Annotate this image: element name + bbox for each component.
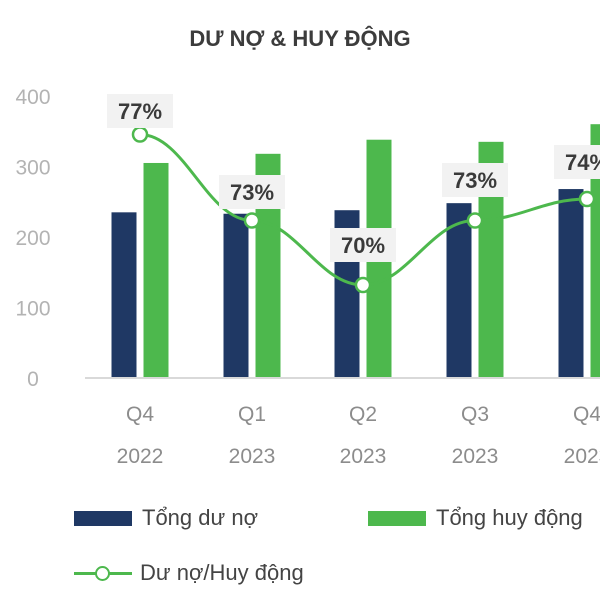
y-tick-label: 0 [27, 368, 39, 391]
y-tick-label: 300 [15, 157, 50, 180]
x-tick-label-year: 2023 [340, 445, 387, 468]
x-tick-label-year: 2023 [564, 445, 600, 468]
ratio-line [139, 133, 588, 287]
data-label: 77% [118, 99, 162, 124]
x-tick-label-year: 2023 [452, 445, 499, 468]
bar-tong-huy-dong [590, 124, 600, 378]
legend-swatch-du-no-huy-dong [74, 563, 132, 583]
ratio-marker [243, 212, 261, 229]
bar-tong-du-no [223, 213, 249, 378]
x-tick-label-quarter: Q3 [461, 403, 489, 426]
y-tick-label: 200 [15, 227, 50, 250]
ratio-marker [466, 212, 484, 229]
legend-label-tong-du-no: Tổng dư nợ [142, 505, 258, 530]
legend-swatch-tong-du-no [74, 510, 132, 526]
ratio-marker [131, 126, 149, 143]
y-tick-label: 400 [15, 86, 50, 109]
x-tick-label-quarter: Q4 [126, 403, 154, 426]
data-label-box [330, 228, 396, 262]
data-label-box [107, 94, 173, 128]
x-tick-label-year: 2022 [117, 445, 164, 468]
chart-title: DƯ NỢ & HUY ĐỘNG [189, 26, 411, 51]
x-tick-label-quarter: Q2 [349, 403, 377, 426]
legend-item-tong-huy-dong: Tổng huy động [368, 505, 583, 531]
ratio-marker [354, 276, 372, 294]
x-tick-label-quarter: Q4 [573, 403, 600, 426]
bar-tong-du-no [446, 203, 472, 378]
x-tick-label-year: 2023 [229, 445, 276, 468]
bar-tong-du-no [111, 212, 137, 378]
legend-label-du-no-huy-dong: Dư nợ/Huy động [140, 560, 304, 585]
data-label: 70% [341, 233, 385, 258]
data-label: 74% [565, 150, 600, 175]
ratio-marker [578, 190, 596, 208]
data-label-box [442, 163, 508, 197]
legend-item-tong-du-no: Tổng dư nợ [74, 505, 258, 531]
y-tick-label: 100 [15, 298, 50, 321]
data-label: 73% [230, 180, 274, 205]
bar-tong-du-no [558, 189, 584, 378]
bar-tong-huy-dong [143, 162, 169, 378]
data-label-box [219, 175, 285, 209]
data-label: 73% [453, 168, 497, 193]
x-tick-label-quarter: Q1 [238, 403, 266, 426]
data-label-box [554, 145, 600, 179]
legend-item-du-no-huy-dong: Dư nợ/Huy động [74, 560, 304, 586]
legend-swatch-tong-huy-dong [368, 510, 426, 526]
legend-label-tong-huy-dong: Tổng huy động [436, 505, 583, 530]
